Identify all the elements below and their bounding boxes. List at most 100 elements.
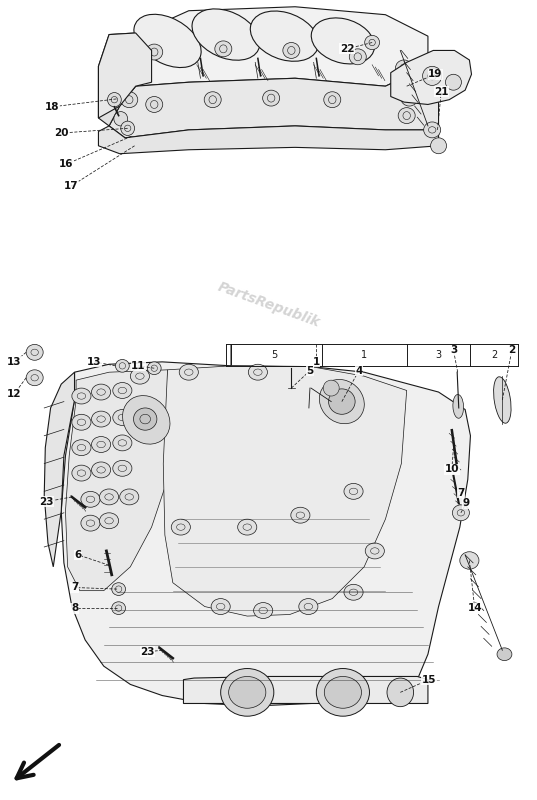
Ellipse shape xyxy=(452,505,469,521)
Ellipse shape xyxy=(81,491,100,507)
Text: 8: 8 xyxy=(71,603,78,613)
Text: 23: 23 xyxy=(39,497,54,506)
Ellipse shape xyxy=(107,93,121,107)
Text: 7: 7 xyxy=(71,582,78,593)
Ellipse shape xyxy=(215,41,232,57)
Ellipse shape xyxy=(81,515,100,531)
Ellipse shape xyxy=(26,370,43,386)
Ellipse shape xyxy=(324,92,341,108)
Text: 2: 2 xyxy=(491,350,497,360)
Text: 17: 17 xyxy=(63,182,78,191)
Ellipse shape xyxy=(497,648,512,661)
Polygon shape xyxy=(61,344,470,706)
Ellipse shape xyxy=(147,362,161,374)
Text: 15: 15 xyxy=(422,674,436,685)
Text: 3: 3 xyxy=(436,350,441,360)
Ellipse shape xyxy=(401,90,418,106)
Ellipse shape xyxy=(320,379,364,424)
Ellipse shape xyxy=(179,364,198,380)
Ellipse shape xyxy=(229,677,266,708)
Ellipse shape xyxy=(344,483,363,499)
Ellipse shape xyxy=(192,9,260,60)
Text: 20: 20 xyxy=(54,128,69,138)
Ellipse shape xyxy=(494,377,511,423)
Ellipse shape xyxy=(115,359,129,372)
Text: 19: 19 xyxy=(428,70,442,79)
Ellipse shape xyxy=(113,435,132,451)
Ellipse shape xyxy=(396,60,412,76)
Text: 16: 16 xyxy=(59,159,74,169)
Ellipse shape xyxy=(431,138,447,154)
Text: 21: 21 xyxy=(434,86,448,97)
Ellipse shape xyxy=(122,395,170,444)
Ellipse shape xyxy=(283,42,300,58)
Text: 2: 2 xyxy=(509,345,516,355)
Ellipse shape xyxy=(387,678,413,706)
Polygon shape xyxy=(136,6,428,86)
Ellipse shape xyxy=(121,92,138,108)
Ellipse shape xyxy=(323,380,339,396)
Ellipse shape xyxy=(91,384,111,400)
Ellipse shape xyxy=(130,368,149,384)
Text: 4: 4 xyxy=(355,366,362,376)
Ellipse shape xyxy=(299,598,318,614)
Text: 1: 1 xyxy=(313,357,320,367)
Text: 9: 9 xyxy=(463,498,470,508)
Ellipse shape xyxy=(311,18,374,64)
Ellipse shape xyxy=(72,388,91,404)
Text: 23: 23 xyxy=(140,647,155,657)
Ellipse shape xyxy=(146,97,163,113)
Ellipse shape xyxy=(424,122,441,138)
Polygon shape xyxy=(163,366,407,616)
Text: 10: 10 xyxy=(445,464,459,474)
Ellipse shape xyxy=(134,14,201,67)
Text: 6: 6 xyxy=(75,550,82,560)
Ellipse shape xyxy=(171,519,191,535)
Ellipse shape xyxy=(250,11,318,62)
Ellipse shape xyxy=(453,394,463,418)
Ellipse shape xyxy=(113,460,132,476)
Ellipse shape xyxy=(204,92,221,108)
Text: PartsRepublik: PartsRepublik xyxy=(215,280,322,330)
Text: 18: 18 xyxy=(45,102,60,112)
Polygon shape xyxy=(184,677,428,703)
Ellipse shape xyxy=(120,489,139,505)
Ellipse shape xyxy=(121,121,135,135)
Ellipse shape xyxy=(112,582,126,595)
Text: 13: 13 xyxy=(7,357,21,367)
Ellipse shape xyxy=(91,462,111,478)
Ellipse shape xyxy=(324,677,361,708)
Ellipse shape xyxy=(72,465,91,481)
Polygon shape xyxy=(98,33,151,118)
Ellipse shape xyxy=(112,602,126,614)
Ellipse shape xyxy=(446,74,461,90)
Polygon shape xyxy=(66,370,168,590)
Ellipse shape xyxy=(238,519,257,535)
Ellipse shape xyxy=(263,90,280,106)
Ellipse shape xyxy=(72,440,91,456)
Ellipse shape xyxy=(91,411,111,427)
Ellipse shape xyxy=(221,669,274,716)
Text: 7: 7 xyxy=(457,488,465,498)
Ellipse shape xyxy=(398,108,415,123)
Polygon shape xyxy=(109,66,439,138)
Polygon shape xyxy=(44,372,75,567)
Text: 11: 11 xyxy=(131,361,146,371)
Ellipse shape xyxy=(146,44,163,60)
Text: 13: 13 xyxy=(87,357,101,367)
Ellipse shape xyxy=(253,602,273,618)
Text: 14: 14 xyxy=(467,603,482,613)
Ellipse shape xyxy=(316,669,369,716)
Text: 3: 3 xyxy=(450,345,457,355)
Text: 12: 12 xyxy=(7,389,21,398)
Ellipse shape xyxy=(365,543,384,559)
Ellipse shape xyxy=(134,408,157,430)
Ellipse shape xyxy=(113,410,132,426)
Ellipse shape xyxy=(344,584,363,600)
Ellipse shape xyxy=(349,49,366,65)
Text: 1: 1 xyxy=(361,350,367,360)
Ellipse shape xyxy=(423,66,442,86)
Ellipse shape xyxy=(72,414,91,430)
Polygon shape xyxy=(98,126,439,154)
Text: 5: 5 xyxy=(306,366,314,376)
